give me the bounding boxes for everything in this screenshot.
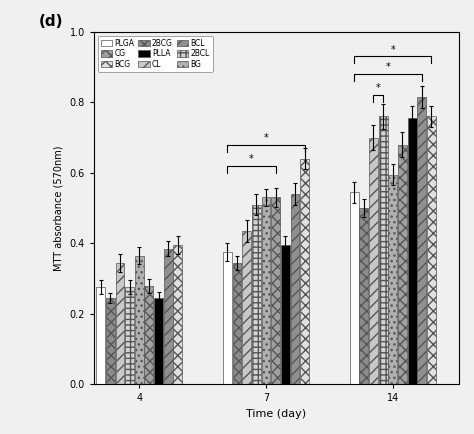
Bar xyxy=(106,298,115,385)
Bar xyxy=(262,197,271,385)
Bar xyxy=(398,145,407,385)
Bar xyxy=(281,245,290,385)
Text: *: * xyxy=(249,154,254,164)
Bar xyxy=(388,174,397,385)
Bar xyxy=(116,263,124,385)
Bar xyxy=(125,287,134,385)
Bar xyxy=(145,286,154,385)
Bar xyxy=(242,231,251,385)
Bar xyxy=(291,194,300,385)
Bar xyxy=(154,298,163,385)
Text: (d): (d) xyxy=(39,14,64,29)
Bar xyxy=(223,252,232,385)
Bar xyxy=(359,208,368,385)
Bar xyxy=(427,116,436,385)
Text: *: * xyxy=(385,62,390,72)
Bar xyxy=(408,118,417,385)
Text: *: * xyxy=(391,45,395,55)
Bar xyxy=(417,97,426,385)
Legend: PLGA, CG, BCG, 2BCG, PLLA, CL, BCL, 2BCL, BG: PLGA, CG, BCG, 2BCG, PLLA, CL, BCL, 2BCL… xyxy=(98,36,213,72)
Bar xyxy=(271,197,280,385)
Bar xyxy=(135,256,144,385)
Bar xyxy=(350,192,358,385)
X-axis label: Time (day): Time (day) xyxy=(246,409,307,419)
Bar xyxy=(252,204,261,385)
Bar xyxy=(164,249,173,385)
Bar xyxy=(369,138,378,385)
Bar xyxy=(300,159,309,385)
Bar xyxy=(233,263,241,385)
Bar xyxy=(96,287,105,385)
Bar xyxy=(379,116,388,385)
Y-axis label: MTT absorbance (570nm): MTT absorbance (570nm) xyxy=(54,145,64,271)
Bar xyxy=(173,245,182,385)
Text: *: * xyxy=(376,83,381,93)
Text: *: * xyxy=(264,133,268,143)
